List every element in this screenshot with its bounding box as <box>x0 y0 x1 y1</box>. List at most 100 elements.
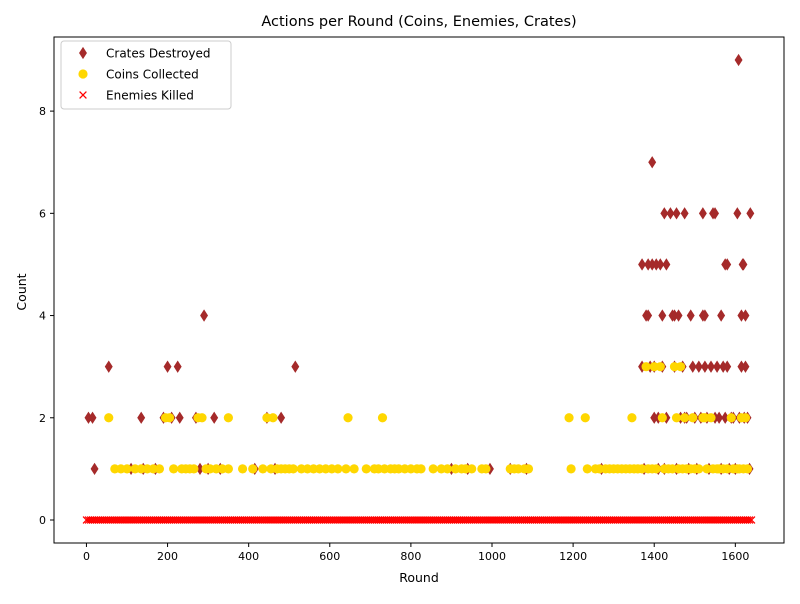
crates-destroyed-point <box>88 411 97 424</box>
coins-collected-point <box>223 413 233 423</box>
coins-collected-point <box>641 362 651 372</box>
crates-destroyed-point <box>163 360 172 373</box>
coins-collected-point <box>343 413 353 423</box>
crates-destroyed-point <box>698 207 707 220</box>
y-axis-label: Count <box>14 273 29 310</box>
coins-collected-point <box>248 464 258 474</box>
crates-destroyed-point <box>723 258 732 271</box>
coins-collected-point <box>258 464 268 474</box>
crates-destroyed-point <box>715 411 724 424</box>
chart-title: Actions per Round (Coins, Enemies, Crate… <box>261 14 576 30</box>
plot-area <box>53 36 785 544</box>
coins-collected-point <box>740 413 751 423</box>
x-tick-label: 1400 <box>640 550 668 563</box>
crates-destroyed-point <box>200 309 209 322</box>
crates-destroyed-point <box>746 207 755 220</box>
crates-destroyed-point <box>666 207 675 220</box>
crates-destroyed-point <box>658 309 667 322</box>
coins-collected-point <box>481 464 491 474</box>
crates-destroyed-point <box>741 309 750 322</box>
y-tick-label: 6 <box>39 207 46 220</box>
x-tick-label: 1600 <box>721 550 749 563</box>
crates-destroyed-point <box>707 360 715 373</box>
crates-destroyed-point <box>688 360 697 373</box>
coins-collected-point <box>288 464 298 474</box>
crates-destroyed-point <box>700 360 709 373</box>
y-tick-label: 2 <box>39 412 46 425</box>
coins-collected-point <box>333 464 343 474</box>
legend-label-coins-collected: Coins Collected <box>106 68 199 82</box>
coins-collected-point <box>268 413 278 423</box>
legend-marker-coins-collected <box>78 69 88 79</box>
coins-collected-point <box>706 413 716 423</box>
crates-destroyed-point <box>672 207 681 220</box>
y-tick-label: 4 <box>39 310 46 323</box>
x-tick-label: 600 <box>319 550 340 563</box>
enemies-killed-point <box>745 516 754 524</box>
crates-destroyed-point <box>686 309 695 322</box>
x-axis-label: Round <box>399 570 439 585</box>
crates-destroyed-point <box>680 207 689 220</box>
crates-destroyed-point <box>656 258 665 271</box>
coins-collected-point <box>416 464 426 474</box>
coins-collected-point <box>377 413 388 423</box>
coins-collected-point <box>164 413 175 423</box>
coins-collected-point <box>651 464 661 474</box>
coins-collected-point <box>122 464 132 474</box>
coins-collected-point <box>627 413 637 423</box>
coins-collected-point <box>580 413 590 423</box>
axes-frame <box>53 36 785 544</box>
coins-collected-point <box>169 464 179 474</box>
coins-collected-point <box>237 464 248 474</box>
y-tick-label: 8 <box>39 105 46 118</box>
coins-collected-point <box>361 464 371 474</box>
crates-destroyed-point <box>175 411 184 424</box>
y-tick-label: 0 <box>39 514 46 527</box>
crates-destroyed-point <box>711 207 720 220</box>
crates-destroyed-point <box>733 207 742 220</box>
crates-destroyed-point <box>277 411 286 424</box>
legend: Crates Destroyed Coins Collected Enemies K… <box>60 40 232 110</box>
crates-destroyed-point <box>700 309 709 322</box>
coins-collected-point <box>428 464 438 474</box>
crates-destroyed-point <box>741 360 750 373</box>
legend-box <box>60 40 232 110</box>
crates-destroyed-point <box>644 309 653 322</box>
x-tick-label: 1200 <box>559 550 587 563</box>
crates-destroyed-point <box>717 309 726 322</box>
legend-marker-enemies-killed <box>79 91 87 99</box>
crates-destroyed-point <box>210 411 219 424</box>
crates-destroyed-point <box>638 258 647 271</box>
legend-marker-crates-destroyed <box>79 46 87 60</box>
legend-label-enemies-killed: Enemies Killed <box>106 89 194 103</box>
coins-collected-point <box>223 464 233 474</box>
coins-collected-point <box>349 464 359 474</box>
coins-collected-point <box>566 464 576 474</box>
coins-collected-point <box>742 464 753 474</box>
coins-collected-point <box>726 413 736 423</box>
crates-destroyed-point <box>137 411 146 424</box>
crates-destroyed-point <box>291 360 300 373</box>
crates-destroyed-point <box>648 156 657 169</box>
y-axis-ticks: 0 2 4 6 8 <box>39 105 54 527</box>
x-tick-label: 800 <box>400 550 421 563</box>
x-tick-label: 1000 <box>478 550 506 563</box>
coins-collected-point <box>564 413 574 423</box>
crates-destroyed-point <box>739 258 748 271</box>
crates-destroyed-point <box>723 360 732 373</box>
coins-collected-point <box>341 464 351 474</box>
crates-destroyed-point <box>660 207 669 220</box>
coins-collected-point <box>197 413 207 423</box>
crates-destroyed-point <box>90 462 99 476</box>
coins-collected-point <box>467 464 477 474</box>
crates-destroyed-point <box>674 309 683 322</box>
coins-collected-point <box>189 464 199 474</box>
coins-collected-point <box>657 413 667 423</box>
crates-destroyed-point <box>694 360 703 373</box>
crates-destroyed-point <box>713 360 722 373</box>
crates-destroyed-point <box>734 53 743 67</box>
coins-collected-point <box>582 464 592 474</box>
coins-collected-point <box>442 464 452 474</box>
coins-collected-point <box>154 464 165 474</box>
